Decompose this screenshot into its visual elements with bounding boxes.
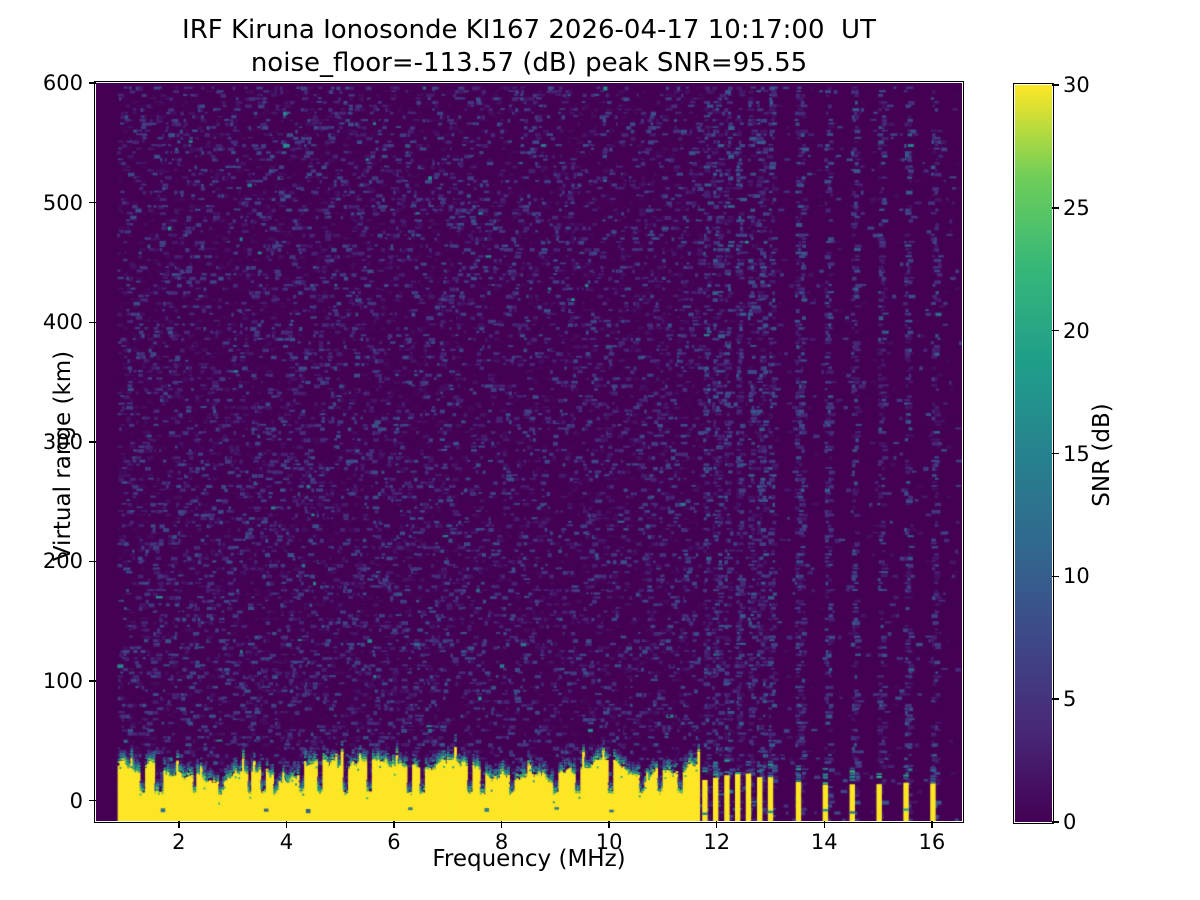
y-axis-label: Virtual range (km) bbox=[50, 350, 76, 562]
colorbar-tick-mark bbox=[1052, 575, 1059, 578]
x-tick-label: 8 bbox=[494, 830, 509, 854]
y-tick-label: 0 bbox=[69, 788, 83, 813]
x-tick-label: 16 bbox=[918, 830, 946, 854]
y-tick-label: 600 bbox=[42, 71, 83, 95]
x-tick-mark bbox=[500, 821, 503, 828]
x-tick-mark bbox=[608, 821, 610, 828]
x-tick-mark bbox=[931, 821, 933, 828]
colorbar-tick-label: 25 bbox=[1063, 195, 1090, 220]
colorbar-tick-label: 15 bbox=[1063, 441, 1090, 466]
x-tick-label: 6 bbox=[387, 830, 401, 854]
x-tick-label: 10 bbox=[595, 830, 623, 854]
colorbar-tick-mark bbox=[1052, 329, 1059, 332]
y-tick-mark bbox=[89, 82, 96, 84]
colorbar-tick-label: 30 bbox=[1063, 73, 1090, 97]
x-tick-label: 14 bbox=[810, 830, 838, 854]
colorbar-tick-label: 0 bbox=[1063, 810, 1077, 834]
x-tick-mark bbox=[393, 821, 395, 828]
y-tick-label: 400 bbox=[42, 310, 83, 335]
x-axis-label: Frequency (MHz) bbox=[432, 846, 626, 872]
colorbar-tick-mark bbox=[1052, 207, 1059, 209]
y-tick-label: 200 bbox=[42, 549, 83, 574]
colorbar-tick-mark bbox=[1052, 698, 1059, 700]
x-tick-mark bbox=[285, 821, 288, 828]
y-tick-mark bbox=[89, 799, 96, 802]
y-tick-mark bbox=[89, 680, 96, 682]
colorbar-tick-mark bbox=[1052, 821, 1059, 823]
colorbar-tick-label: 5 bbox=[1063, 687, 1077, 712]
y-tick-label: 300 bbox=[42, 429, 83, 454]
y-tick-mark bbox=[89, 321, 96, 323]
y-tick-mark bbox=[89, 201, 96, 204]
y-tick-label: 100 bbox=[42, 669, 83, 694]
chart-subtitle: noise_floor=-113.57 (dB) peak SNR=95.55 bbox=[250, 48, 808, 78]
y-tick-label: 500 bbox=[42, 190, 83, 215]
y-tick-mark bbox=[89, 560, 96, 563]
x-tick-mark bbox=[716, 821, 718, 828]
x-tick-label: 12 bbox=[703, 830, 731, 854]
x-tick-mark bbox=[178, 821, 180, 828]
colorbar-tick-label: 10 bbox=[1063, 564, 1090, 589]
x-tick-label: 2 bbox=[172, 830, 186, 854]
colorbar-tick-mark bbox=[1052, 452, 1059, 455]
colorbar-tick-label: 20 bbox=[1063, 318, 1090, 343]
y-tick-mark bbox=[89, 441, 96, 443]
x-tick-mark bbox=[823, 821, 825, 828]
colorbar-tick-mark bbox=[1052, 84, 1059, 86]
ionogram-heatmap-canvas bbox=[96, 83, 962, 821]
colorbar-gradient bbox=[1015, 85, 1052, 822]
chart-title: IRF Kiruna Ionosonde KI167 2026-04-17 10… bbox=[182, 15, 876, 45]
x-tick-label: 4 bbox=[279, 830, 294, 854]
